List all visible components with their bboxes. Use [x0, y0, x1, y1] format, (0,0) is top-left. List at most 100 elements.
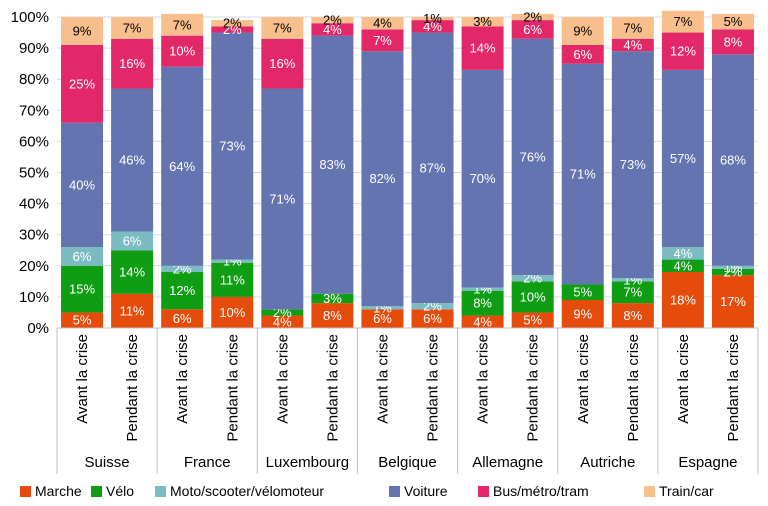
bar-segment — [61, 265, 104, 313]
bar-segment — [311, 17, 354, 24]
bar-segment — [661, 10, 704, 33]
bar-segment — [61, 122, 104, 248]
data-label: 6% — [123, 233, 142, 248]
bar-segment — [611, 281, 654, 304]
x-category-label: Pendant la crise — [625, 334, 642, 442]
bar-segment — [261, 315, 304, 328]
legend-label: Vélo — [106, 483, 134, 499]
bar-segment — [511, 312, 554, 328]
data-label: 5% — [523, 313, 542, 328]
x-group-label: Allemagne — [472, 454, 543, 471]
data-label: 82% — [369, 171, 395, 186]
data-label: 3% — [323, 291, 342, 306]
bar-segment — [511, 281, 554, 313]
data-label: 70% — [470, 171, 496, 186]
data-label: 16% — [119, 56, 145, 71]
bar-segment — [161, 35, 204, 67]
data-label: 4% — [673, 246, 692, 261]
data-label: 68% — [720, 153, 746, 168]
bar-segment — [61, 312, 104, 328]
data-label: 15% — [69, 282, 95, 297]
data-label: 87% — [420, 160, 446, 175]
x-category-label: Pendant la crise — [124, 334, 141, 442]
bar-segment — [561, 63, 604, 285]
data-label: 12% — [670, 44, 696, 59]
data-label: 5% — [573, 285, 592, 300]
bar-segment — [161, 13, 204, 36]
bar-segment — [61, 44, 104, 123]
data-label: 73% — [620, 157, 646, 172]
bar-segment — [311, 293, 354, 304]
x-category-label: Pendant la crise — [324, 334, 341, 442]
bar-segment — [561, 300, 604, 328]
legend-swatch — [20, 486, 31, 497]
bar-segment — [461, 315, 504, 328]
y-tick-label: 50% — [19, 165, 49, 182]
data-label: 57% — [670, 151, 696, 166]
data-label: 71% — [570, 167, 596, 182]
bar-segment — [461, 69, 504, 288]
x-category-label: Avant la crise — [374, 334, 391, 424]
y-tick-label: 100% — [11, 9, 49, 26]
bar-segment — [261, 88, 304, 310]
bar-segment — [61, 247, 104, 266]
y-axis: 0% 10% 20% 30% 40% 50% 60% 70% 80% 90% 100% — [11, 9, 49, 337]
data-label: 11% — [220, 272, 245, 287]
bar-segment — [111, 231, 154, 251]
data-label: 7% — [623, 20, 642, 35]
data-label: 8% — [623, 308, 642, 323]
x-group-label: Belgique — [378, 454, 436, 471]
x-group-label: Luxembourg — [266, 454, 349, 471]
bar-segment — [111, 38, 154, 89]
bar-segment — [661, 247, 704, 260]
data-label: 25% — [69, 76, 95, 91]
data-label: 5% — [724, 14, 743, 29]
bar-segment — [311, 23, 354, 36]
bar-segment — [361, 17, 404, 30]
bar-segment — [361, 306, 404, 310]
bar-segment — [261, 17, 304, 39]
data-label: 8% — [323, 308, 342, 323]
bar-segment — [511, 38, 554, 276]
data-label: 3% — [473, 14, 492, 29]
bar-segment — [661, 272, 704, 328]
legend-label: Moto/scooter/vélomoteur — [170, 483, 324, 499]
y-tick-label: 10% — [19, 289, 49, 306]
bar-segment — [161, 272, 204, 310]
bar-segment — [361, 29, 404, 52]
bar-segment — [311, 303, 354, 328]
y-tick-label: 90% — [19, 40, 49, 57]
bar-segment — [411, 309, 454, 328]
data-label: 14% — [119, 265, 145, 280]
data-label: 7% — [273, 20, 292, 35]
bar-segment — [211, 262, 254, 297]
bar-segment — [311, 35, 354, 294]
data-label: 7% — [123, 20, 142, 35]
x-category-label: Avant la crise — [174, 334, 191, 424]
data-label: 40% — [69, 177, 95, 192]
bar-segment — [361, 51, 404, 307]
legend-swatch — [644, 486, 655, 497]
data-label: 73% — [219, 139, 245, 154]
data-label: 9% — [573, 307, 592, 322]
bar-segment — [711, 268, 754, 276]
data-label: 4% — [473, 314, 492, 329]
bar-segment — [561, 17, 604, 45]
bar-segment — [511, 275, 554, 282]
data-label: 64% — [169, 159, 195, 174]
bar-segment — [711, 29, 754, 55]
y-tick-label: 30% — [19, 227, 49, 244]
bar-segment — [411, 303, 454, 310]
y-tick-label: 0% — [27, 320, 49, 337]
data-label: 6% — [73, 249, 92, 264]
legend-label: Bus/métro/tram — [493, 483, 589, 499]
data-label: 18% — [670, 293, 696, 308]
bar-segment — [411, 17, 454, 21]
bar-segment — [211, 20, 254, 27]
bar-segment — [361, 309, 404, 328]
bar-segment — [611, 303, 654, 328]
y-tick-label: 60% — [19, 133, 49, 150]
x-category-label: Pendant la crise — [525, 334, 542, 442]
data-label: 2% — [523, 10, 542, 25]
